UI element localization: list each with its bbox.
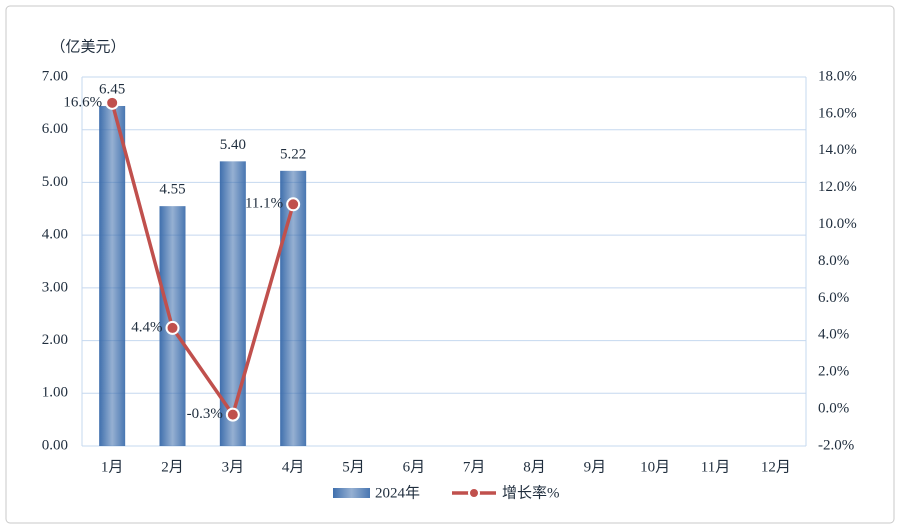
bar-value-label: 5.22 <box>280 146 306 162</box>
line-marker <box>105 95 120 110</box>
x-tick-label: 1月 <box>101 459 124 475</box>
y-tick-label: 0.00 <box>42 437 68 453</box>
bar <box>219 161 246 447</box>
bar <box>280 170 307 446</box>
line <box>110 102 295 417</box>
x-tick-label: 9月 <box>584 459 607 475</box>
y-axis-unit: （亿美元） <box>50 38 125 55</box>
y-tick-label: 6.00 <box>42 121 68 137</box>
y-tick-label: 5.00 <box>42 174 68 190</box>
legend-swatch <box>333 488 370 498</box>
y-tick-label: 7.00 <box>42 68 68 84</box>
line-marker <box>225 407 240 422</box>
bar-value-label: 6.45 <box>99 81 125 97</box>
y2-tick-label: 8.0% <box>818 253 849 269</box>
x-tick-label: 2月 <box>161 459 184 475</box>
x-tick-label: 6月 <box>403 459 426 475</box>
bar-value-label: 4.55 <box>159 182 185 198</box>
line-marker <box>286 197 301 212</box>
x-tick-label: 3月 <box>222 459 245 475</box>
line-value-label: 16.6% <box>63 94 102 110</box>
x-tick-label: 4月 <box>282 459 305 475</box>
y2-tick-label: 16.0% <box>818 105 857 121</box>
legend-marker <box>468 487 480 499</box>
y2-tick-label: 6.0% <box>818 290 849 306</box>
chart-frame <box>5 5 895 524</box>
y2-tick-label: 4.0% <box>818 327 849 343</box>
x-tick-label: 8月 <box>523 459 546 475</box>
y2-tick-label: 0.0% <box>818 401 849 417</box>
y-tick-label: 3.00 <box>42 279 68 295</box>
y2-tick-label: 2.0% <box>818 364 849 380</box>
x-tick-label: 7月 <box>463 459 486 475</box>
y2-tick-label: 12.0% <box>818 179 857 195</box>
y2-tick-label: -2.0% <box>818 437 854 453</box>
x-tick-label: 11月 <box>701 459 730 475</box>
y-tick-label: 1.00 <box>42 385 68 401</box>
line-value-label: -0.3% <box>187 406 223 422</box>
bar-value-label: 5.40 <box>220 137 246 153</box>
bar <box>99 105 126 446</box>
y-tick-label: 2.00 <box>42 332 68 348</box>
line-value-label: 11.1% <box>245 196 283 212</box>
legend-label: 增长率% <box>502 484 560 501</box>
y2-tick-label: 18.0% <box>818 68 857 84</box>
x-tick-label: 10月 <box>640 459 670 475</box>
x-tick-label: 12月 <box>761 459 791 475</box>
line-value-label: 4.4% <box>131 319 162 335</box>
y2-tick-label: 14.0% <box>818 142 857 158</box>
line-marker <box>165 320 180 335</box>
y2-tick-label: 10.0% <box>818 216 857 232</box>
x-tick-label: 5月 <box>342 459 365 475</box>
y-tick-label: 4.00 <box>42 227 68 243</box>
legend-label: 2024年 <box>375 484 420 501</box>
